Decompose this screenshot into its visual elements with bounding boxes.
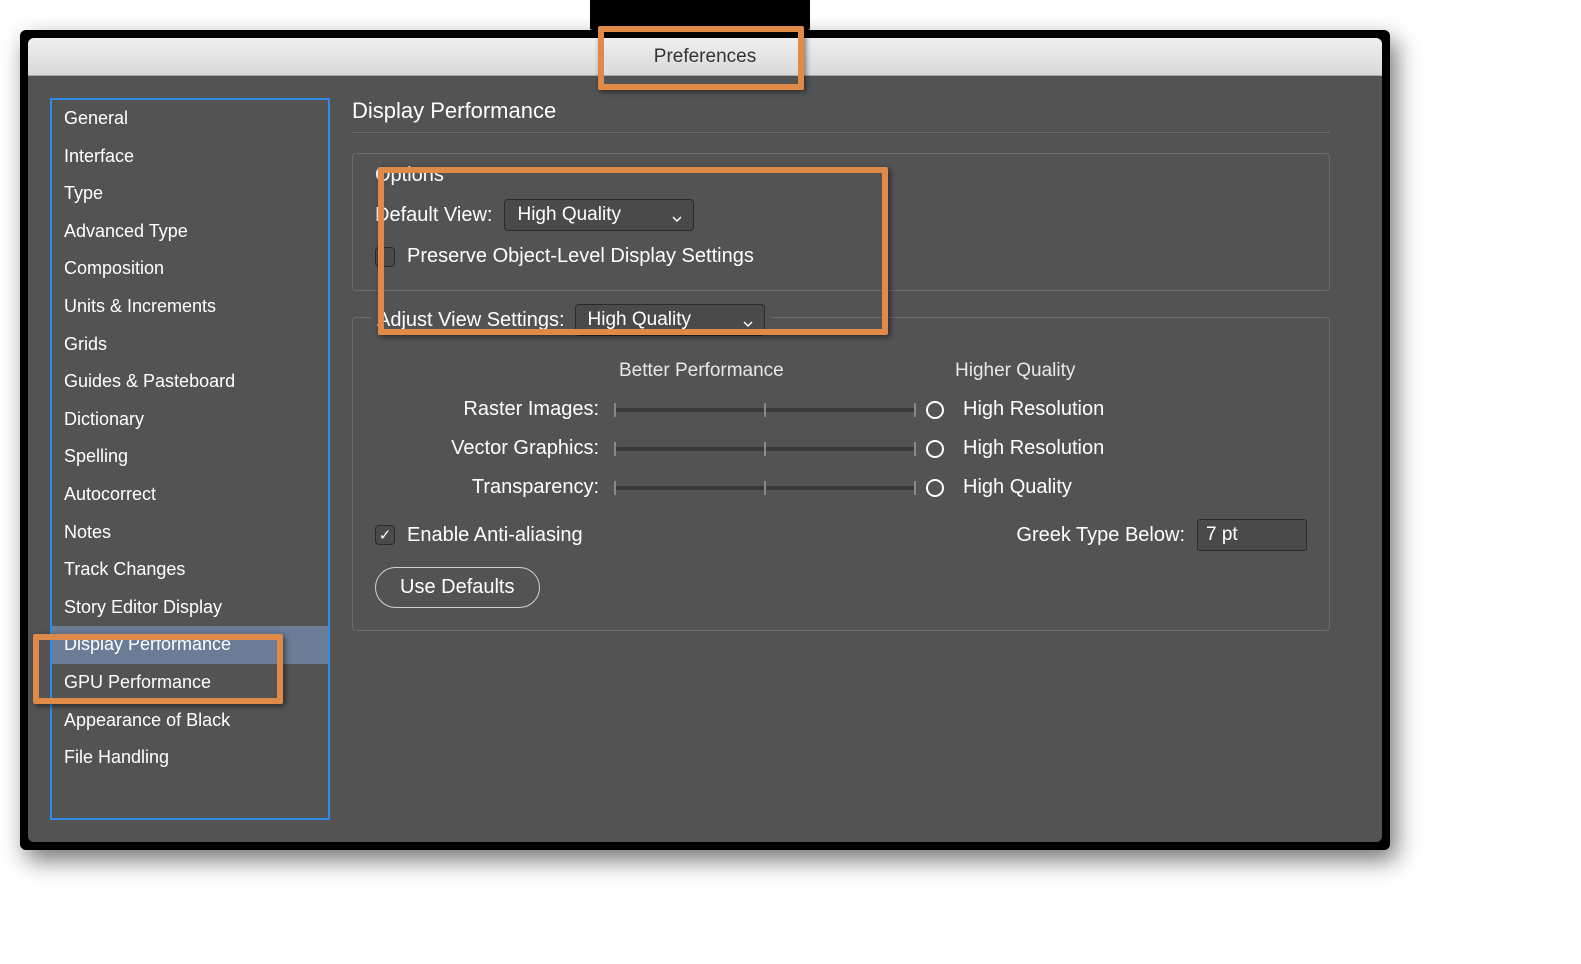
sidebar-item-autocorrect[interactable]: Autocorrect [52,476,328,514]
better-performance-label: Better Performance [615,360,915,382]
sidebar-item-file-handling[interactable]: File Handling [52,739,328,777]
anti-alias-row: Enable Anti-aliasing Greek Type Below: [375,519,1307,551]
slider-thumb[interactable] [926,479,944,497]
sidebar-item-guides-pasteboard[interactable]: Guides & Pasteboard [52,363,328,401]
window-titlebar: Preferences [28,38,1382,76]
anti-alias-checkbox[interactable] [375,525,395,545]
greek-type-input[interactable] [1197,519,1307,551]
adjust-fieldset: Adjust View Settings: High Quality Bette… [352,317,1330,631]
sidebar-item-notes[interactable]: Notes [52,514,328,552]
adjust-view-value: High Quality [588,309,692,330]
default-view-value: High Quality [517,204,621,225]
default-view-label: Default View: [375,204,492,227]
slider-track[interactable] [615,408,915,412]
sidebar-item-composition[interactable]: Composition [52,250,328,288]
slider-track[interactable] [615,447,915,451]
adjust-view-select[interactable]: High Quality [575,304,765,336]
slider-track[interactable] [615,486,915,490]
adjust-legend-row: Adjust View Settings: High Quality [371,304,771,336]
slider-value-label: High Resolution [955,398,1155,421]
sidebar-item-general[interactable]: General [52,100,328,138]
window-body: GeneralInterfaceTypeAdvanced TypeComposi… [28,76,1382,842]
sidebar-item-units-increments[interactable]: Units & Increments [52,288,328,326]
sidebar-item-grids[interactable]: Grids [52,326,328,364]
slider-row: Transparency: High Quality [375,476,1307,499]
window-title: Preferences [636,42,774,72]
preserve-row: Preserve Object-Level Display Settings [375,245,1307,268]
preserve-checkbox[interactable] [375,247,395,267]
adjust-legend: Adjust View Settings: [377,309,565,332]
anti-alias-label: Enable Anti-aliasing [407,524,583,547]
sidebar-item-advanced-type[interactable]: Advanced Type [52,213,328,251]
default-view-row: Default View: High Quality [375,199,1307,231]
slider-value-label: High Resolution [955,437,1155,460]
main-panel: Display Performance Options Default View… [352,98,1360,820]
preferences-sidebar: GeneralInterfaceTypeAdvanced TypeComposi… [50,98,330,820]
slider-row: Raster Images: High Resolution [375,398,1307,421]
sidebar-item-display-performance[interactable]: Display Performance [52,626,328,664]
options-fieldset: Options Default View: High Quality Prese… [352,153,1330,291]
slider-value-label: High Quality [955,476,1155,499]
slider-thumb[interactable] [926,401,944,419]
slider-header-row: Better Performance Higher Quality [375,360,1307,382]
black-tab-above-window [590,0,810,30]
slider-thumb[interactable] [926,440,944,458]
greek-type-label: Greek Type Below: [1016,524,1185,547]
slider-label: Vector Graphics: [375,437,615,460]
chevron-down-icon [742,314,754,326]
sidebar-item-interface[interactable]: Interface [52,138,328,176]
panel-title: Display Performance [352,98,1330,133]
sidebar-item-story-editor-display[interactable]: Story Editor Display [52,589,328,627]
sliders-container: Raster Images:High ResolutionVector Grap… [375,398,1307,499]
sidebar-item-spelling[interactable]: Spelling [52,438,328,476]
default-view-select[interactable]: High Quality [504,199,694,231]
preserve-checkbox-label: Preserve Object-Level Display Settings [407,245,754,268]
chevron-down-icon [671,209,683,221]
options-legend: Options [375,164,1307,187]
use-defaults-button[interactable]: Use Defaults [375,567,540,608]
sidebar-item-type[interactable]: Type [52,175,328,213]
slider-label: Transparency: [375,476,615,499]
sidebar-item-dictionary[interactable]: Dictionary [52,401,328,439]
sidebar-item-track-changes[interactable]: Track Changes [52,551,328,589]
higher-quality-label: Higher Quality [955,360,1155,382]
sidebar-item-appearance-of-black[interactable]: Appearance of Black [52,702,328,740]
slider-row: Vector Graphics: High Resolution [375,437,1307,460]
window-outer-frame: Preferences GeneralInterfaceTypeAdvanced… [20,30,1390,850]
preferences-window: Preferences GeneralInterfaceTypeAdvanced… [28,38,1382,842]
slider-label: Raster Images: [375,398,615,421]
sidebar-item-gpu-performance[interactable]: GPU Performance [52,664,328,702]
